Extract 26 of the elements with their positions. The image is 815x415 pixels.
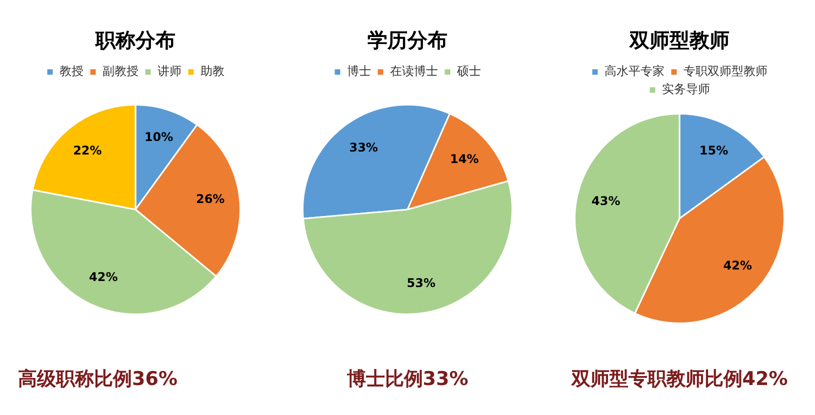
data-label: 43% [592, 194, 620, 208]
data-label: 10% [144, 130, 174, 144]
data-label: 42% [89, 270, 118, 284]
data-label: 42% [723, 258, 752, 273]
legend-label: 高水平专家 [604, 64, 664, 78]
legend-label: 硕士 [456, 64, 481, 78]
legend-label: 副教授 [102, 64, 138, 78]
data-label: 26% [196, 192, 225, 206]
legend-label: 博士 [347, 64, 371, 78]
legend-label: 实务导师 [662, 82, 710, 96]
text: 高级职称比例36% [17, 367, 178, 392]
text: 双师型专职教师比例42% [570, 367, 789, 392]
data-label: 15% [699, 143, 728, 158]
chart-title: 双师型教师 [628, 28, 730, 52]
legend-label: 助教 [200, 64, 224, 78]
text: 博士比例33% [346, 367, 470, 392]
chart-title: 学历分布 [368, 28, 448, 52]
data-label: 53% [406, 276, 436, 290]
legend-label: 讲师 [158, 64, 182, 78]
data-label: 33% [349, 140, 378, 154]
legend-label: 教授 [60, 64, 84, 78]
data-label: 14% [450, 152, 479, 166]
legend-label: 专职双师型教师 [684, 64, 768, 78]
legend-label: 在读博士 [390, 64, 438, 78]
data-label: 22% [73, 144, 102, 158]
chart-title: 职称分布 [94, 28, 176, 52]
